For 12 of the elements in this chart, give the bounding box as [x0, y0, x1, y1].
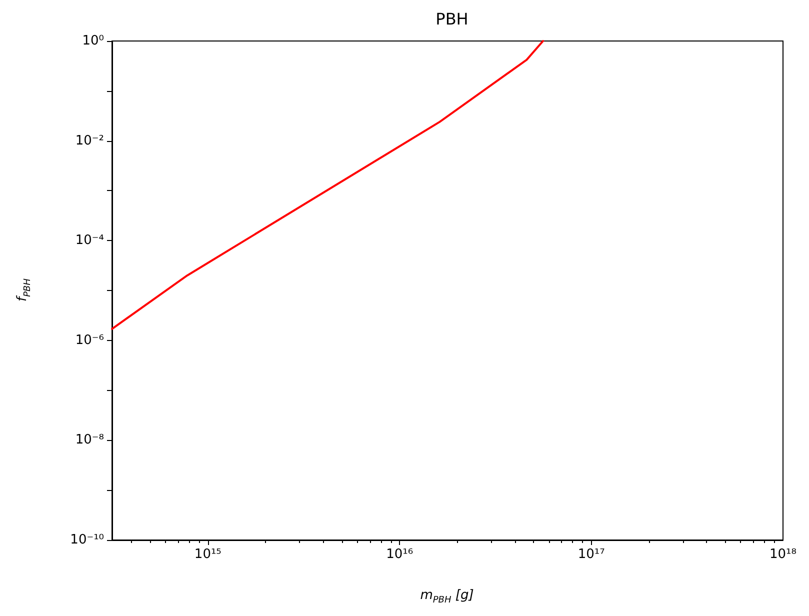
x-tick-label: 10¹⁶ [386, 547, 414, 562]
y-tick-label: 10⁻⁴ [75, 233, 104, 248]
x-axis-title: m$_{PBH}$ [g] [420, 588, 474, 606]
y-tick-label: 10⁰ [82, 34, 104, 48]
x-tick-label: 10¹⁸ [770, 547, 796, 562]
x-tick-label: 10¹⁵ [194, 547, 222, 562]
y-tick-label: 10⁻⁸ [75, 432, 104, 448]
y-tick-label: 10⁻¹⁰ [70, 532, 104, 548]
y-tick-label: 10⁻² [75, 133, 104, 148]
y-tick-label: 10⁻⁶ [75, 332, 104, 348]
chart-title: PBH [436, 10, 468, 28]
x-tick-label: 10¹⁷ [578, 547, 605, 562]
